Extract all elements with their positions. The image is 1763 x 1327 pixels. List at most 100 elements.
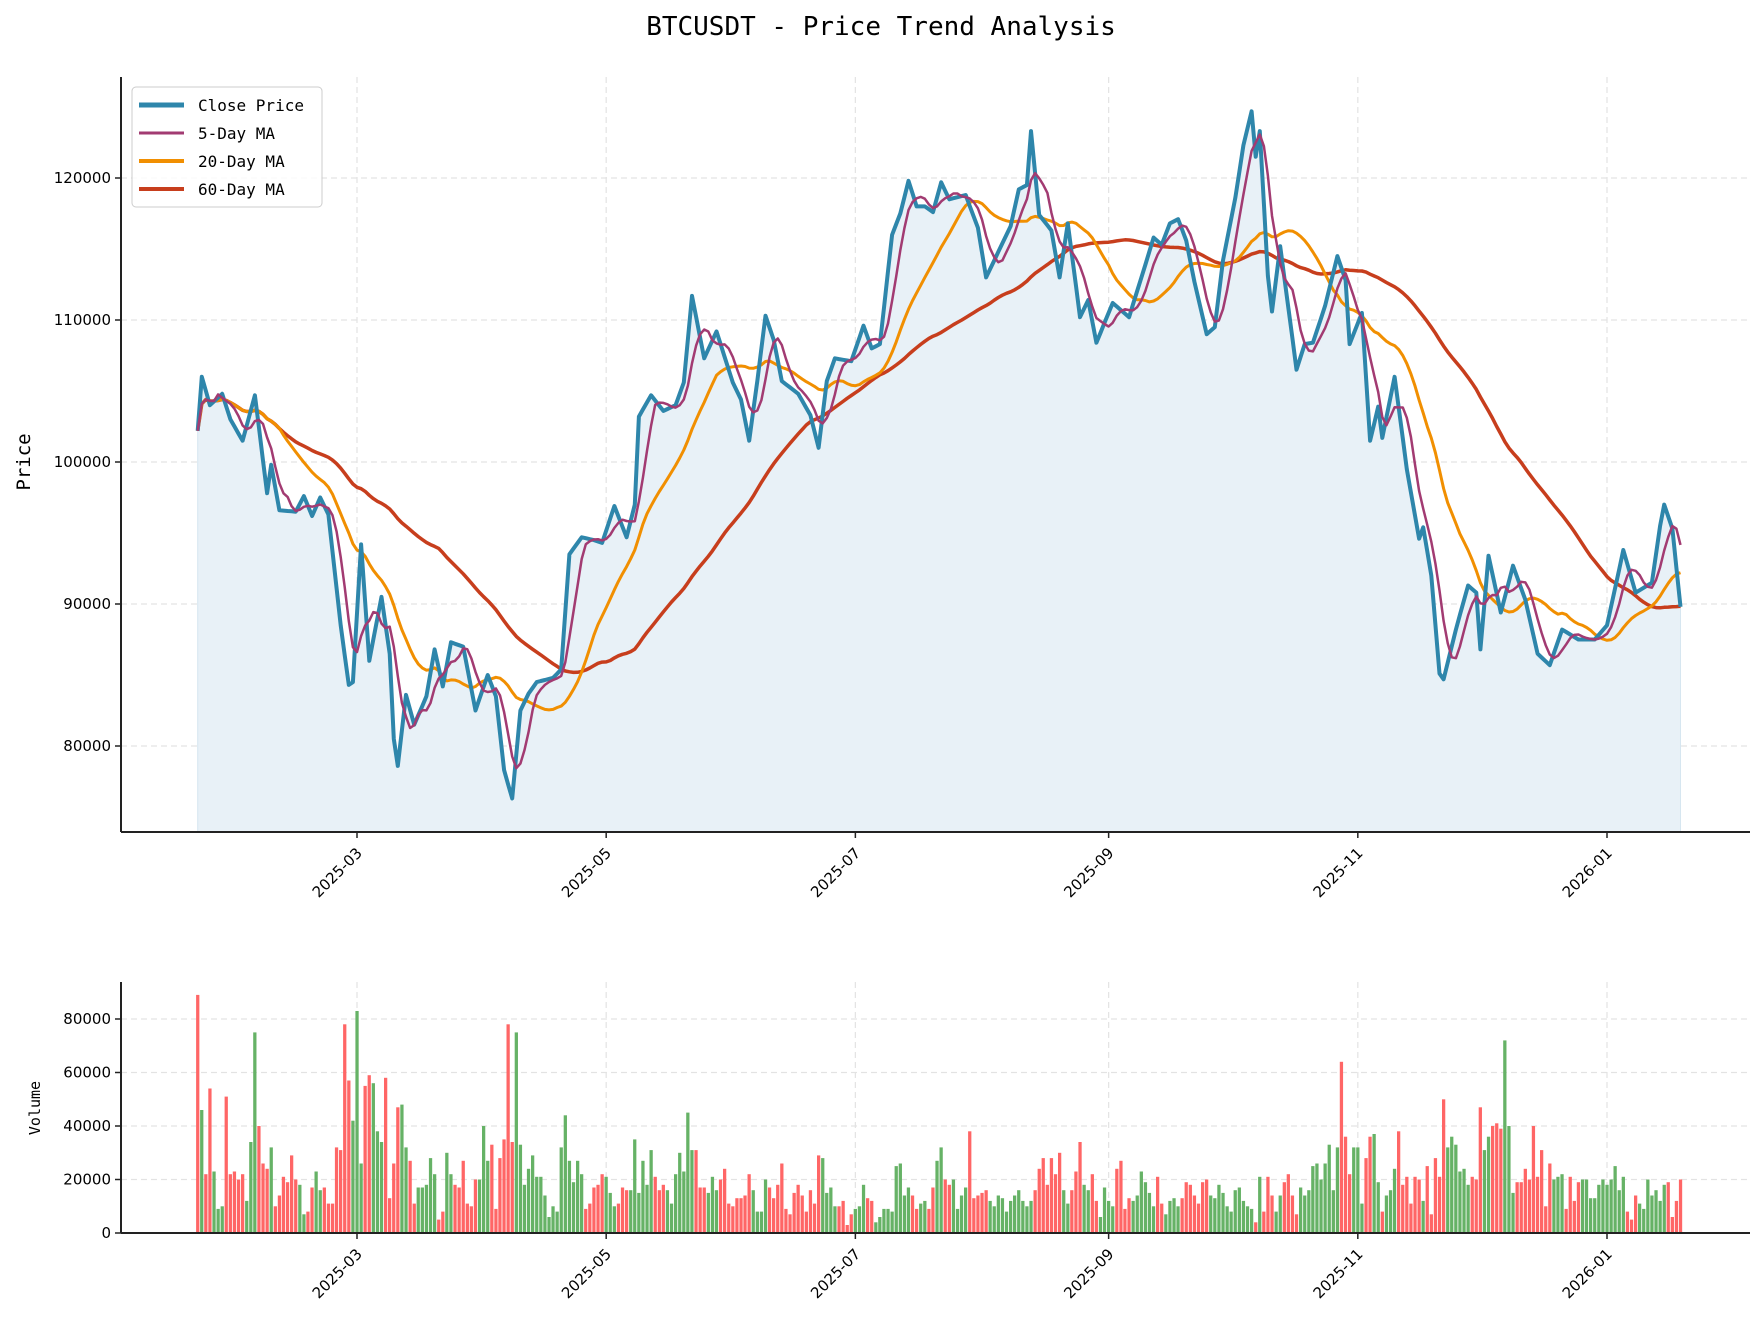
volume-bar <box>457 1187 461 1233</box>
volume-bar <box>1115 1168 1119 1233</box>
volume-bar <box>984 1190 988 1233</box>
volume-bar <box>1392 1168 1397 1233</box>
volume-bar <box>539 1176 543 1233</box>
volume-bar <box>661 1184 665 1233</box>
volume-bar <box>580 1174 584 1233</box>
volume-bar <box>1319 1179 1323 1233</box>
volume-bar <box>265 1168 269 1233</box>
volume-bar <box>1037 1168 1041 1233</box>
volume-bar <box>1172 1198 1176 1233</box>
volume-bar <box>514 1032 518 1233</box>
volume-bar <box>1192 1195 1197 1233</box>
volume-bar <box>1078 1142 1082 1233</box>
volume-bar <box>363 1085 367 1233</box>
price-xtick-label: 2026-01 <box>1559 844 1616 901</box>
volume-bar <box>1589 1198 1593 1233</box>
volume-bar <box>1642 1208 1646 1233</box>
volume-bar <box>1666 1182 1670 1233</box>
volume-bar <box>980 1192 984 1233</box>
volume-bar <box>1466 1184 1470 1233</box>
volume-bar <box>1180 1198 1184 1233</box>
volume-tick-label: 80000 <box>63 1010 111 1028</box>
volume-bar <box>1491 1126 1495 1233</box>
volume-bar <box>837 1206 841 1234</box>
volume-bar <box>1294 1214 1299 1233</box>
volume-bar <box>751 1190 755 1233</box>
volume-bar <box>1478 1107 1482 1233</box>
volume-bar <box>355 1011 359 1233</box>
volume-bar <box>347 1080 351 1233</box>
volume-bar <box>285 1182 290 1233</box>
volume-bar <box>437 1219 441 1233</box>
volume-bar <box>1638 1203 1642 1233</box>
volume-bar <box>1352 1147 1356 1233</box>
volume-bar <box>1437 1176 1442 1233</box>
volume-bar <box>1376 1182 1380 1233</box>
volume-bar <box>498 1158 502 1233</box>
price-tick-label: 80000 <box>63 737 111 755</box>
volume-bar <box>694 1150 698 1233</box>
volume-bar <box>669 1203 674 1233</box>
volume-bar <box>1107 1200 1111 1233</box>
volume-bar <box>1507 1126 1511 1233</box>
chart-title: BTCUSDT - Price Trend Analysis <box>646 12 1116 42</box>
volume-bar <box>200 1110 204 1233</box>
volume-bar <box>1156 1176 1160 1233</box>
volume-bar <box>1233 1190 1237 1233</box>
volume-bar <box>1629 1219 1634 1233</box>
volume-bar <box>1372 1134 1376 1233</box>
volume-bar <box>1409 1203 1413 1233</box>
volume-bar <box>796 1184 800 1233</box>
volume-bar <box>563 1115 567 1233</box>
volume-bar <box>1245 1206 1250 1234</box>
volume-bar <box>424 1184 429 1233</box>
volume-bar <box>1090 1174 1094 1233</box>
volume-bar <box>465 1203 469 1233</box>
volume-bar <box>1486 1136 1491 1233</box>
volume-bar <box>1000 1198 1005 1233</box>
volume-bar <box>494 1208 498 1233</box>
volume-bar <box>1556 1176 1560 1233</box>
volume-bar <box>522 1184 527 1233</box>
legend-label-ma20: 20-Day MA <box>198 152 285 171</box>
volume-bar <box>1678 1179 1683 1233</box>
volume-bar <box>841 1200 845 1233</box>
volume-bar <box>1160 1203 1164 1233</box>
volume-bar <box>629 1190 633 1233</box>
volume-bar <box>653 1176 657 1233</box>
volume-bar <box>727 1203 731 1233</box>
volume-bar <box>1544 1206 1548 1234</box>
volume-bar <box>1584 1179 1589 1233</box>
volume-bar <box>1143 1182 1148 1233</box>
volume-bar <box>1237 1187 1241 1233</box>
volume-bar <box>584 1208 588 1233</box>
volume-bar <box>849 1214 853 1233</box>
volume-bar <box>559 1147 563 1233</box>
volume-bar <box>943 1179 947 1233</box>
volume-bar <box>314 1171 318 1233</box>
volume-bar <box>698 1187 702 1233</box>
volume-bar <box>1523 1168 1527 1233</box>
volume-bar <box>518 1144 523 1233</box>
volume-bar <box>408 1160 412 1233</box>
volume-bar <box>1013 1195 1017 1233</box>
volume-bar <box>555 1211 559 1233</box>
volume-bar <box>1278 1195 1282 1233</box>
volume-panel: 0 20000 40000 60000 80000 2025-03 2025-05 2025-… <box>26 982 1750 1302</box>
volume-bar <box>1384 1195 1389 1233</box>
volume-bar <box>1429 1214 1433 1233</box>
volume-bar <box>1201 1182 1205 1233</box>
volume-bar <box>1331 1190 1335 1233</box>
volume-bar <box>1388 1190 1393 1233</box>
volume-bar <box>645 1184 649 1233</box>
volume-bar <box>1229 1211 1233 1233</box>
volume-bar <box>1196 1203 1201 1233</box>
volume-bar <box>1482 1150 1487 1233</box>
volume-bar <box>1254 1222 1258 1233</box>
price-tick-label: 100000 <box>54 453 111 471</box>
volume-bar <box>874 1222 878 1233</box>
volume-bar <box>964 1187 968 1233</box>
volume-xtick-label: 2025-07 <box>807 1245 864 1302</box>
volume-bar <box>902 1195 907 1233</box>
volume-bar <box>1470 1176 1474 1233</box>
